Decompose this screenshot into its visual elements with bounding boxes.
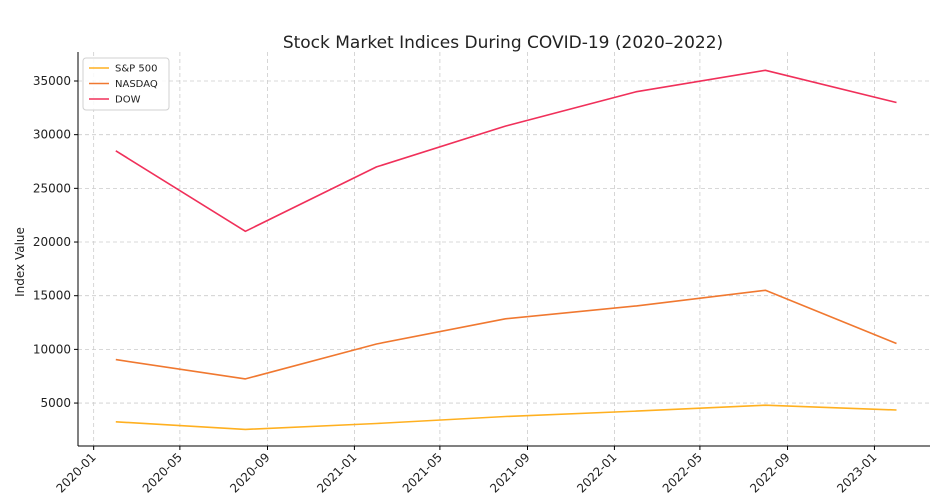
legend-label-2: DOW (115, 95, 141, 106)
legend-label-0: S&P 500 (115, 64, 157, 75)
legend-label-1: NASDAQ (115, 79, 158, 90)
x-tick-label-3: 2021-01 (314, 450, 359, 495)
axes (77, 52, 930, 447)
legend-box (82, 57, 170, 111)
x-tick-label-7: 2022-05 (660, 450, 705, 495)
x-tick-label-2: 2020-09 (227, 450, 272, 495)
series-line-2 (115, 69, 897, 233)
x-tick-label-4: 2021-05 (400, 450, 445, 495)
x-tick-label-0: 2020-01 (53, 450, 98, 495)
y-tick-label-0: 5000 (40, 396, 71, 410)
y-tick-label-1: 10000 (33, 342, 71, 356)
x-tick-label-6: 2022-01 (574, 450, 619, 495)
x-tick-label-1: 2020-05 (140, 450, 185, 495)
series-line-1 (115, 289, 897, 380)
y-tick-label-2: 15000 (33, 289, 71, 303)
series-line-0 (115, 404, 897, 431)
series-lines (115, 69, 897, 431)
y-axis-label: Index Value (13, 227, 27, 297)
y-tick-label-6: 35000 (33, 74, 71, 88)
x-tick-label-8: 2022-09 (747, 450, 792, 495)
grid (78, 52, 930, 446)
x-tick-label-9: 2023-01 (834, 450, 879, 495)
legend: S&P 500 NASDAQ DOW (82, 57, 170, 111)
tick-labels: 5000 10000 15000 20000 25000 30000 35000 2020-0… (33, 74, 880, 496)
chart-title: Stock Market Indices During COVID-19 (20… (283, 33, 723, 53)
x-tick-label-5: 2021-09 (487, 450, 532, 495)
y-tick-label-4: 25000 (33, 181, 71, 195)
y-tick-label-3: 20000 (33, 235, 71, 249)
y-tick-label-5: 30000 (33, 128, 71, 142)
